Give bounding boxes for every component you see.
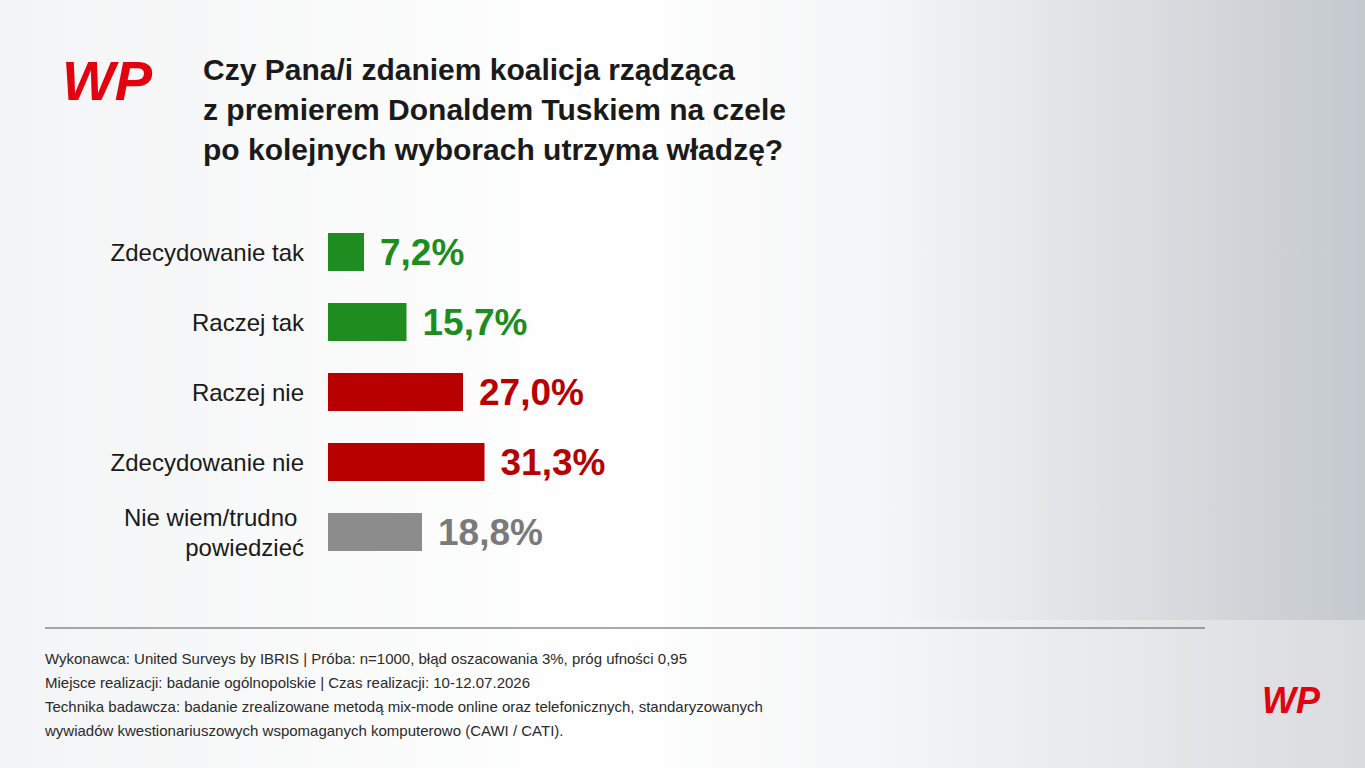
svg-text:Miejsce realizacji: badanie og: Miejsce realizacji: badanie ogólnopolski… <box>45 674 530 691</box>
svg-text:Zdecydowanie tak: Zdecydowanie tak <box>111 239 305 266</box>
svg-text:15,7%: 15,7% <box>423 302 528 343</box>
svg-text:7,2%: 7,2% <box>380 232 464 273</box>
svg-text:po kolejnych wyborach utrzyma: po kolejnych wyborach utrzyma władzę? <box>203 133 783 166</box>
svg-text:27,0%: 27,0% <box>479 372 584 413</box>
svg-text:wywiadów kwestionariuszowych w: wywiadów kwestionariuszowych wspomaganyc… <box>44 722 564 739</box>
svg-text:Nie wiem/trudno: Nie wiem/trudno <box>124 504 304 531</box>
svg-text:powiedzieć: powiedzieć <box>185 534 304 561</box>
svg-text:Czy Pana/i zdaniem koalicja rz: Czy Pana/i zdaniem koalicja rządząca <box>203 53 743 86</box>
svg-text:31,3%: 31,3% <box>501 442 606 483</box>
svg-text:Raczej nie: Raczej nie <box>192 379 304 406</box>
svg-text:Technika badawcza: badanie zre: Technika badawcza: badanie zrealizowane … <box>45 698 767 715</box>
svg-text:Raczej tak: Raczej tak <box>192 309 305 336</box>
svg-text:Zdecydowanie nie: Zdecydowanie nie <box>111 449 304 476</box>
svg-text:Wykonawca: United Surveys by I: Wykonawca: United Surveys by IBRIS | Pró… <box>45 650 687 667</box>
svg-text:WP: WP <box>1262 680 1321 721</box>
svg-text:18,8%: 18,8% <box>438 512 543 553</box>
svg-text:z premierem Donaldem Tuskiem n: z premierem Donaldem Tuskiem na czele <box>203 93 794 126</box>
svg-text:WP: WP <box>62 49 153 112</box>
